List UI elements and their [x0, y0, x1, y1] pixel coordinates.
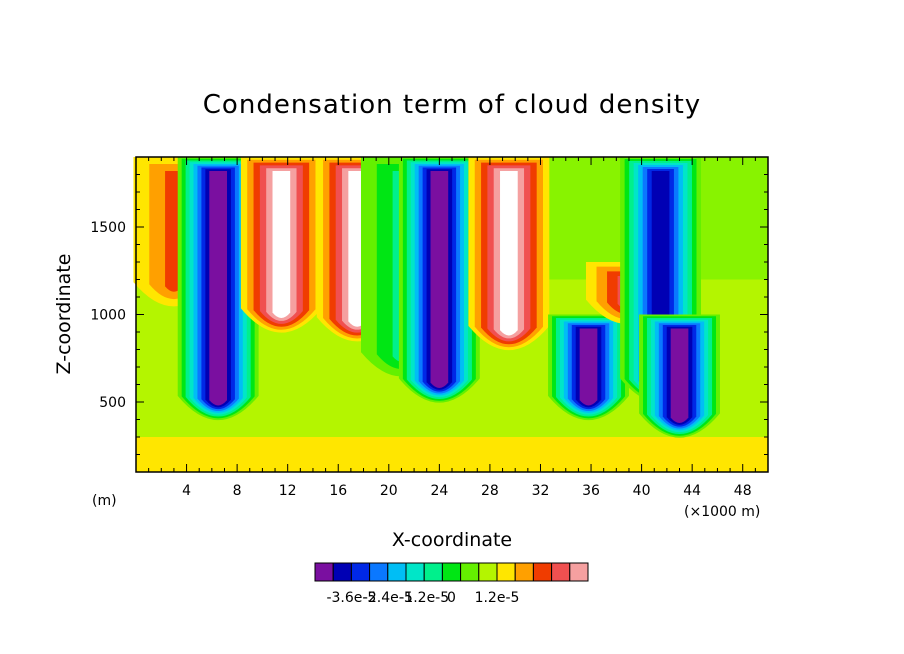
colorbar-label: -2.4e-5 [363, 590, 413, 606]
chart-title: Condensation term of cloud density [203, 90, 701, 120]
x-unit-right: (×1000 m) [684, 504, 760, 520]
colorbar-swatch [405, 562, 425, 582]
colorbar-swatch [460, 562, 480, 582]
x-tick-label: 32 [532, 483, 550, 499]
colorbar-swatch [423, 562, 443, 582]
colorbar-labels: -3.6e-5-2.4e-5-1.2e-50 1.2e-5 [326, 590, 519, 606]
x-unit-left: (m) [92, 493, 117, 509]
x-tick-label: 20 [380, 483, 398, 499]
colorbar-swatch [369, 562, 389, 582]
colorbar-label: -3.6e-5 [326, 590, 376, 606]
x-tick-label: 12 [279, 483, 297, 499]
colorbar-swatch [496, 562, 516, 582]
colorbar-swatch [350, 562, 371, 582]
x-tick-label: 16 [329, 483, 347, 499]
colorbar-label: 0 [447, 590, 456, 606]
colorbar-swatch [332, 562, 352, 582]
colorbar-swatch [532, 562, 553, 582]
contour-band [209, 171, 228, 406]
colorbar-swatch [441, 562, 462, 582]
colorbar-swatch [478, 562, 498, 582]
colorbar-swatch [551, 562, 571, 582]
x-tick-label: 24 [430, 483, 448, 499]
y-tick-label: 1000 [90, 308, 126, 324]
x-axis-label: X-coordinate [392, 529, 512, 551]
colorbar-label: 1.2e-5 [475, 590, 520, 606]
x-tick-label: 8 [233, 483, 242, 499]
contour-band [500, 171, 518, 336]
x-tick-label: 4 [182, 483, 191, 499]
contour-band [670, 328, 689, 423]
colorbar-swatch [514, 562, 534, 582]
contour-field [133, 157, 768, 472]
contour-band [430, 171, 449, 388]
x-tick-label: 36 [582, 483, 600, 499]
plot-area [133, 156, 769, 473]
colorbar-swatch [569, 562, 589, 582]
colorbar-swatch [387, 562, 407, 582]
colorbar [314, 562, 589, 582]
x-tick-label: 28 [481, 483, 499, 499]
colorbar-label: -1.2e-5 [399, 590, 449, 606]
y-tick-label: 500 [99, 395, 126, 411]
x-tick-label: 48 [734, 483, 752, 499]
x-tick-label: 40 [633, 483, 651, 499]
contour-band [579, 328, 598, 406]
x-tick-labels: 4 8 12 16 20 24 28 32 36 40 44 48 [182, 483, 752, 499]
y-axis-label: Z-coordinate [53, 254, 75, 375]
y-tick-labels: 500 1000 1500 [90, 220, 126, 411]
axis-ticks [136, 157, 768, 472]
colorbar-swatch [314, 562, 334, 582]
contour-band [272, 171, 291, 318]
field-surface-layer [136, 437, 768, 472]
y-tick-label: 1500 [90, 220, 126, 236]
x-tick-label: 44 [683, 483, 701, 499]
